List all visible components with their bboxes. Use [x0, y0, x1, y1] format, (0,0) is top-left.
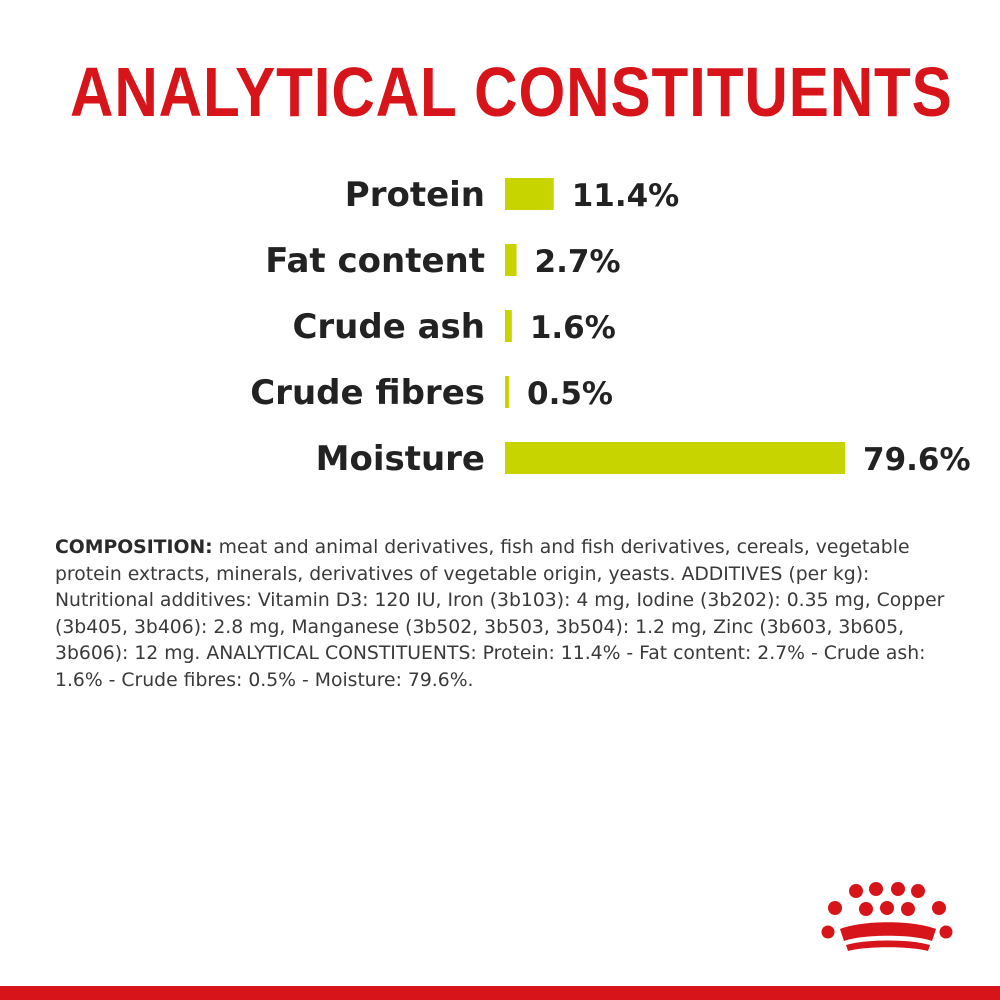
constituents-bar-chart: Protein 11.4% Fat content 2.7% Crude ash 1.6%… — [250, 175, 971, 479]
bar-crude-ash — [505, 310, 512, 342]
bar-category-label: Moisture — [316, 439, 485, 479]
bar-fat-content — [505, 244, 517, 276]
bar-value-label: 1.6% — [530, 310, 616, 346]
bar-value-label: 0.5% — [527, 376, 613, 412]
composition-heading: COMPOSITION: — [55, 537, 213, 558]
page-title: ANALYTICAL CONSTITUENTS — [70, 53, 953, 131]
bar-value-label: 2.7% — [535, 244, 621, 280]
bar-value-label: 79.6% — [863, 442, 971, 478]
bar-category-label: Crude ash — [292, 307, 485, 347]
bar-moisture — [505, 442, 845, 474]
bar-category-label: Protein — [345, 175, 485, 215]
composition-text: COMPOSITION: meat and animal derivatives… — [55, 535, 955, 694]
composition-body: meat and animal derivatives, fish and fi… — [55, 537, 945, 691]
bar-crude-fibres — [505, 376, 509, 408]
bar-category-label: Crude fibres — [250, 373, 485, 413]
bar-value-label: 11.4% — [572, 178, 680, 214]
bar-category-label: Fat content — [265, 241, 485, 281]
bottom-brand-band — [0, 986, 1000, 1000]
crown-logo-icon — [821, 882, 953, 951]
bar-protein — [505, 178, 554, 210]
